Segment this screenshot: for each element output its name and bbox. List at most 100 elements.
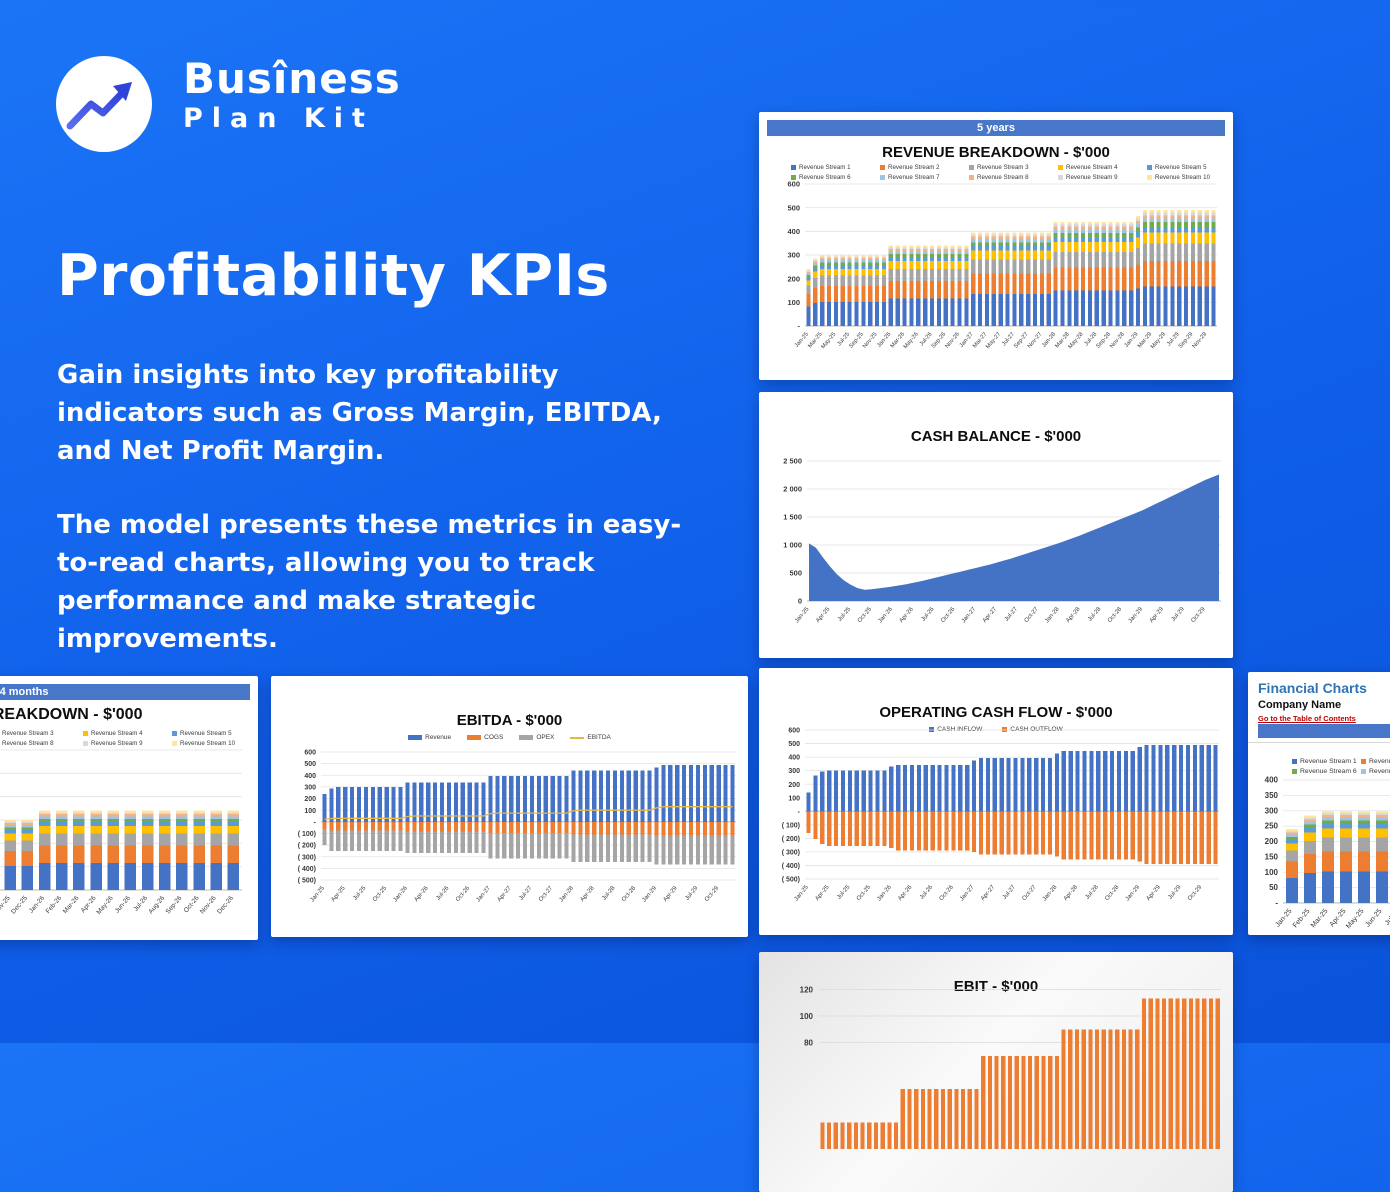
svg-text:May-27: May-27 — [985, 331, 1002, 350]
divider — [1248, 742, 1390, 743]
legend-swatch — [467, 735, 482, 740]
svg-text:-: - — [314, 819, 317, 826]
legend-swatch — [1147, 165, 1152, 170]
svg-text:Apr-25: Apr-25 — [815, 884, 832, 902]
chart-title-revenue-breakdown-5y: REVENUE BREAKDOWN - $'000 — [882, 144, 1110, 161]
svg-text:300: 300 — [788, 768, 800, 775]
legend-item: Revenue Stream 10 — [172, 740, 261, 747]
legend-swatch — [83, 741, 88, 746]
svg-text:Jan-29: Jan-29 — [642, 885, 659, 903]
legend-item: Revenue Stream 5 — [172, 730, 261, 737]
svg-text:Jul-27: Jul-27 — [518, 885, 534, 902]
revenue-breakdown-5y-chart: 600500400300200100-Jan-25Mar-25May-25Jul… — [787, 180, 1217, 350]
svg-text:Oct-26: Oct-26 — [455, 885, 472, 903]
svg-text:Jan-27: Jan-27 — [476, 885, 493, 903]
svg-text:Jan-27: Jan-27 — [959, 884, 976, 902]
svg-text:500: 500 — [787, 203, 800, 212]
svg-text:Nov-27: Nov-27 — [1027, 331, 1044, 349]
operating-cash-flow-chart: 600 500 400 300 200 100 - ( 100) ( 200) ( 300) ( 4… — [782, 728, 1219, 902]
table-of-contents-link[interactable]: Go to the Table of Contents — [1258, 714, 1356, 723]
svg-text:Apr-25: Apr-25 — [331, 885, 348, 903]
svg-text:Nov-25: Nov-25 — [862, 331, 879, 349]
financial-mini-chart: 400 350 300 250 200 150 100 50 -Jan-25Feb-25Mar-… — [1265, 776, 1390, 930]
legend-swatch — [1292, 769, 1297, 774]
svg-text:( 100): ( 100) — [782, 822, 800, 829]
legend-swatch — [880, 175, 885, 180]
svg-text:Jan-26: Jan-26 — [878, 606, 895, 624]
legend-swatch — [969, 175, 974, 180]
svg-text:Oct-28: Oct-28 — [1104, 884, 1121, 902]
legend-swatch — [791, 165, 796, 170]
svg-text:Mar-25: Mar-25 — [1310, 908, 1330, 930]
trend-arrow-icon — [66, 82, 132, 130]
legend-item: Revenue Stream 3 — [969, 164, 1058, 171]
svg-text:Jul-26: Jul-26 — [919, 884, 935, 901]
svg-text:400: 400 — [1265, 776, 1279, 785]
legend-item: CASH INFLOW — [929, 726, 982, 733]
legend-item: Revenue Stream 6 — [1292, 768, 1361, 775]
legend-item: Revenue Stream 8 — [969, 174, 1058, 181]
svg-text:( 500): ( 500) — [782, 877, 800, 884]
svg-text:600: 600 — [787, 180, 800, 189]
svg-text:Jul-26: Jul-26 — [435, 885, 451, 902]
svg-text:Jan-25: Jan-25 — [794, 884, 811, 902]
legend-swatch — [1361, 759, 1366, 764]
svg-text:200: 200 — [787, 274, 800, 283]
svg-text:200: 200 — [788, 782, 800, 789]
svg-text:Jul-25: Jul-25 — [1384, 908, 1390, 927]
svg-text:( 400): ( 400) — [782, 863, 800, 870]
legend-item: Revenue Stream 10 — [1147, 174, 1236, 181]
svg-text:250: 250 — [1265, 822, 1279, 831]
svg-text:400: 400 — [788, 755, 800, 762]
brand-logo — [56, 56, 152, 152]
svg-text:( 400): ( 400) — [298, 866, 316, 873]
svg-text:Sep-26: Sep-26 — [165, 894, 184, 915]
legend-item: Revenue Stream 4 — [83, 730, 172, 737]
legend-item: Revenue Stream 2 — [880, 164, 969, 171]
svg-text:Jan-25: Jan-25 — [310, 885, 327, 903]
svg-text:May-25: May-25 — [820, 331, 837, 350]
svg-text:Jul-25: Jul-25 — [352, 885, 368, 902]
legend-ebitda: Revenue COGS OPEX EBITDA — [271, 734, 748, 741]
legend-swatch — [1058, 165, 1063, 170]
ebit-card: EBIT - $'000 120 100 80 — [759, 952, 1233, 1192]
svg-text:Oct-25: Oct-25 — [372, 885, 389, 903]
legend-item: Revenue Stream 7 — [880, 174, 969, 181]
svg-text:Apr-26: Apr-26 — [899, 606, 916, 624]
legend-swatch — [172, 731, 177, 736]
ebitda-chart: 600 500 400 300 200 100 - ( 100) ( 200) ( 300) ( 4… — [298, 750, 736, 903]
legend-item: Revenue Stream 9 — [83, 740, 172, 747]
legend-item: Revenue Stream 4 — [1058, 164, 1147, 171]
legend-item: EBITDA — [570, 734, 611, 741]
svg-text:300: 300 — [787, 251, 800, 260]
svg-text:Feb-25: Feb-25 — [1292, 908, 1312, 930]
svg-text:Apr-28: Apr-28 — [1065, 606, 1082, 624]
svg-text:Nov-26: Nov-26 — [944, 331, 961, 349]
svg-text:Jan-25: Jan-25 — [1274, 908, 1293, 929]
svg-text:Jan-29: Jan-29 — [1128, 606, 1145, 624]
svg-text:Jul-28: Jul-28 — [1085, 884, 1101, 901]
legend-swatch — [172, 741, 177, 746]
ebitda-card: EBITDA - $'000 Revenue COGS OPEX EBITDA 600… — [271, 676, 748, 937]
legend-item: Revenue Stream 1 — [791, 164, 880, 171]
svg-text:200: 200 — [304, 796, 316, 803]
svg-text:350: 350 — [1265, 791, 1279, 800]
svg-text:Apr-26: Apr-26 — [414, 885, 431, 903]
svg-text:120: 120 — [800, 985, 814, 994]
svg-text:Oct-27: Oct-27 — [538, 885, 555, 903]
legend-item: Revenue Stream 8 — [2, 740, 54, 747]
revenue-breakdown-24m-card: 24 months REVENUE BREAKDOWN - $'000 Reve… — [0, 676, 258, 940]
svg-text:Jul-28: Jul-28 — [601, 885, 617, 902]
legend-item: OPEX — [519, 734, 554, 741]
svg-text:Oct-27: Oct-27 — [1024, 606, 1041, 624]
svg-text:400: 400 — [787, 227, 800, 236]
svg-text:Jul-26: Jul-26 — [921, 606, 937, 623]
svg-text:Jul-29: Jul-29 — [1167, 884, 1183, 901]
revenue-breakdown-5y-card: 5 years REVENUE BREAKDOWN - $'000 Revenu… — [759, 112, 1233, 380]
svg-text:-: - — [798, 809, 801, 816]
svg-text:Dec-26: Dec-26 — [216, 895, 235, 916]
svg-text:500: 500 — [788, 741, 800, 748]
svg-text:Jun-25: Jun-25 — [1364, 908, 1383, 929]
